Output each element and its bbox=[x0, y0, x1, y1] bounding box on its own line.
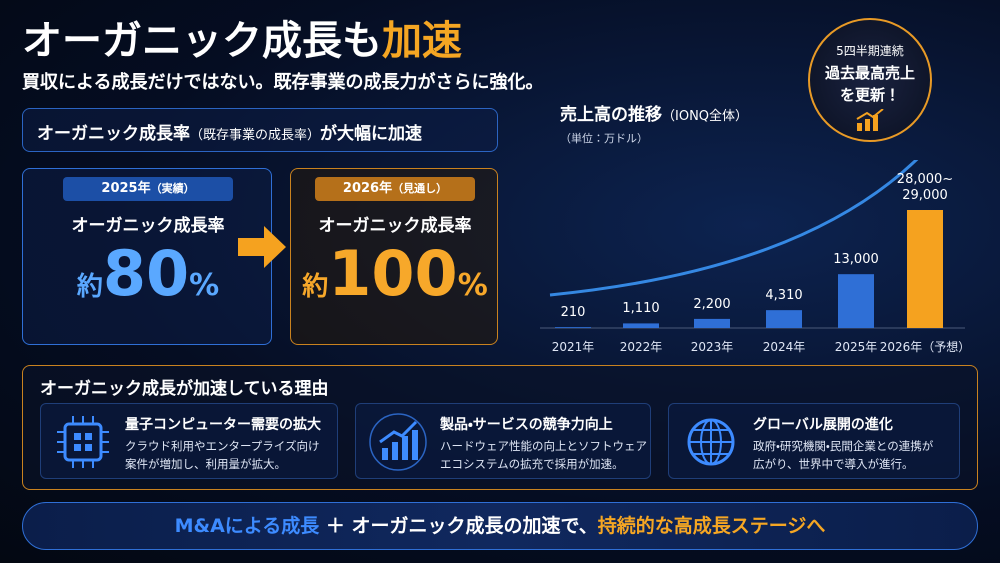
reason: グローバル展開の進化 政府・研究機関・民間企業との連携が 広がり、世界中で導入が… bbox=[668, 403, 960, 479]
card-value: 約100% bbox=[291, 237, 499, 310]
badge-line: 5四半期連続 bbox=[836, 44, 904, 58]
growth-icon bbox=[369, 413, 427, 471]
value: 100 bbox=[328, 237, 458, 310]
footer-plus: ＋ bbox=[325, 515, 345, 537]
reason-title: 量子コンピューター需要の拡大 bbox=[125, 417, 321, 433]
chart-title-main: 売上高の推移 bbox=[560, 105, 662, 125]
chart-title: 売上高の推移（IONQ全体） bbox=[560, 100, 748, 125]
value-label: 210 bbox=[560, 305, 586, 321]
trend-curve bbox=[549, 160, 919, 297]
card-badge: 2026年（見通し） bbox=[315, 177, 475, 201]
highlight-note: （既存事業の成長率） bbox=[190, 128, 321, 143]
title-accent: 加速 bbox=[382, 18, 462, 64]
card: 2025年（実績） オーガニック成長率 約80% bbox=[22, 168, 272, 345]
reason-line: クラウド利用やエンタープライズ向け bbox=[125, 439, 320, 453]
title: オーガニック成長も加速 bbox=[22, 8, 462, 66]
arrow-shape bbox=[238, 226, 286, 268]
card: 2026年（見通し） オーガニック成長率 約100% bbox=[290, 168, 498, 345]
globe-icon bbox=[687, 418, 735, 466]
x-tick-label: 2023年 bbox=[690, 340, 734, 354]
chip-icon bbox=[57, 416, 109, 468]
chart-subtitle: （IONQ全体） bbox=[662, 109, 749, 124]
bar bbox=[623, 323, 659, 328]
bar bbox=[907, 210, 943, 328]
unit: % bbox=[457, 268, 488, 303]
badge-note: （実績） bbox=[150, 182, 195, 195]
reason-line: 案件が増加し、利用量が拡大。 bbox=[125, 457, 286, 471]
title-main: オーガニック成長も bbox=[22, 18, 382, 64]
reason-line: ハードウェア性能の向上とソフトウェア bbox=[440, 439, 647, 453]
reason-line: エコシステムの拡充で採用が加速。 bbox=[440, 457, 624, 471]
card-value: 約80% bbox=[23, 237, 273, 310]
badge-year: 2025年 bbox=[101, 181, 151, 196]
badge-line: 過去最高売上 bbox=[824, 64, 915, 82]
bar bbox=[766, 310, 802, 328]
badge-year: 2026年 bbox=[342, 181, 393, 196]
footer-part: M&Aによる成長 bbox=[174, 515, 320, 537]
value-label: 28,000~ 29,000 bbox=[896, 172, 954, 203]
x-tick-label: 2022年 bbox=[619, 340, 663, 354]
bar bbox=[694, 318, 730, 328]
arrow bbox=[238, 226, 286, 268]
subtitle: 買収による成長だけではない。既存事業の成長力がさらに強化。 bbox=[22, 72, 544, 93]
x-tick-label: 2025年 bbox=[834, 340, 878, 354]
prefix: 約 bbox=[76, 272, 103, 302]
value-label: 4,310 bbox=[765, 288, 803, 304]
x-tick-label: 2024年 bbox=[762, 340, 806, 354]
record-badge: 5四半期連続 過去最高売上 を更新！ bbox=[808, 18, 932, 142]
value-label: 2,200 bbox=[693, 296, 731, 312]
highlight-label: オーガニック成長率 bbox=[37, 124, 190, 144]
footer-part: 持続的な高成長ステージへ bbox=[597, 515, 826, 537]
footer-part: オーガニック成長の加速で、 bbox=[351, 515, 598, 537]
reason-line: 広がり、世界中で導入が進行。 bbox=[753, 457, 914, 471]
value-label: 1,110 bbox=[622, 301, 660, 317]
x-tick-label: 2026年（予想） bbox=[879, 340, 971, 354]
reason-line: 政府・研究機関・民間企業との連携が bbox=[753, 439, 934, 453]
badge-line: を更新！ bbox=[839, 86, 900, 104]
highlight: オーガニック成長率（既存事業の成長率）が大幅に加速 bbox=[22, 108, 498, 152]
value: 80 bbox=[102, 237, 190, 310]
card-label: オーガニック成長率 bbox=[318, 216, 472, 236]
unit: % bbox=[189, 268, 220, 303]
reason-title: 製品・サービスの競争力向上 bbox=[440, 417, 613, 433]
reason: 製品・サービスの競争力向上 ハードウェア性能の向上とソフトウェア エコシステムの… bbox=[355, 403, 651, 479]
badge-icon bbox=[856, 108, 884, 131]
bar bbox=[555, 327, 591, 328]
card-badge: 2025年（実績） bbox=[63, 177, 233, 201]
reason: 量子コンピューター需要の拡大 クラウド利用やエンタープライズ向け 案件が増加し、… bbox=[40, 403, 338, 479]
chart-svg bbox=[540, 160, 965, 329]
card-label: オーガニック成長率 bbox=[71, 216, 225, 236]
reason-title: グローバル展開の進化 bbox=[753, 417, 893, 433]
prefix: 約 bbox=[302, 272, 329, 302]
footer: M&Aによる成長 ＋ オーガニック成長の加速で、持続的な高成長ステージへ bbox=[22, 502, 978, 550]
bar bbox=[838, 274, 874, 328]
chart: 210 2021年 1,110 2022年 2,200 2023年 4,310 2024年 13… bbox=[520, 160, 980, 360]
value-label: 13,000 bbox=[833, 252, 879, 268]
chart-unit: （単位：万ドル） bbox=[560, 132, 648, 145]
x-tick-label: 2021年 bbox=[551, 340, 595, 354]
reasons-title: オーガニック成長が加速している理由 bbox=[40, 379, 329, 399]
badge-note: （見通し） bbox=[392, 182, 448, 195]
highlight-tail: が大幅に加速 bbox=[320, 124, 423, 144]
